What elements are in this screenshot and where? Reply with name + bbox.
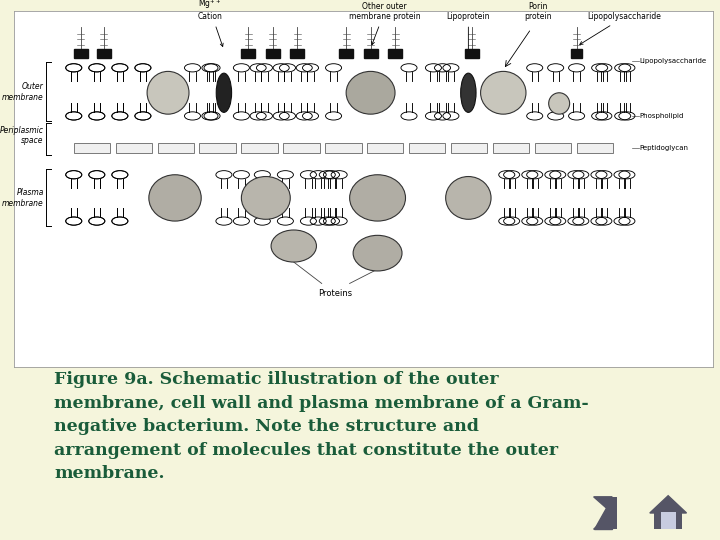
Bar [612, 497, 618, 529]
Bar [654, 512, 683, 529]
Text: Outer
membrane: Outer membrane [2, 82, 44, 102]
Text: Other outer
membrane protein: Other outer membrane protein [348, 2, 420, 45]
Bar [73, 49, 88, 58]
Bar [96, 49, 111, 58]
Bar [535, 143, 571, 153]
Text: Lipoprotein: Lipoprotein [446, 12, 490, 53]
Polygon shape [593, 497, 612, 513]
Bar [577, 143, 613, 153]
Text: Peptidoglycan: Peptidoglycan [639, 145, 688, 151]
Bar [571, 49, 582, 58]
Bar [325, 143, 361, 153]
Text: Porin
protein: Porin protein [524, 2, 552, 22]
Ellipse shape [480, 71, 526, 114]
Ellipse shape [353, 235, 402, 271]
Ellipse shape [216, 73, 232, 112]
Polygon shape [593, 497, 612, 529]
Bar [266, 49, 280, 58]
Bar [283, 143, 320, 153]
Bar [116, 143, 152, 153]
Bar [199, 143, 235, 153]
Ellipse shape [350, 175, 405, 221]
Ellipse shape [147, 71, 189, 114]
Ellipse shape [549, 93, 570, 114]
Ellipse shape [149, 175, 201, 221]
Text: Periplasmic
space: Periplasmic space [0, 126, 44, 145]
Ellipse shape [271, 230, 317, 262]
Bar [492, 143, 529, 153]
Text: Figure 9a. Schematic illustration of the outer
membrane, cell wall and plasma me: Figure 9a. Schematic illustration of the… [54, 371, 589, 482]
Text: Lipopolysaccharide: Lipopolysaccharide [639, 58, 706, 64]
Bar [661, 512, 676, 529]
Ellipse shape [241, 177, 290, 219]
Text: Plasma
membrane: Plasma membrane [2, 188, 44, 207]
Bar [367, 143, 403, 153]
Bar [409, 143, 445, 153]
Text: Phospholipid: Phospholipid [639, 113, 684, 119]
Bar [241, 143, 278, 153]
Bar [290, 49, 305, 58]
Polygon shape [649, 496, 687, 513]
Bar [73, 143, 110, 153]
Bar [241, 49, 256, 58]
Bar [339, 49, 353, 58]
Polygon shape [593, 513, 612, 529]
Text: Proteins: Proteins [319, 289, 353, 298]
Bar [158, 143, 194, 153]
Bar [364, 49, 377, 58]
Bar [465, 49, 479, 58]
Text: Mg$^{++}$
Cation: Mg$^{++}$ Cation [197, 0, 223, 46]
Ellipse shape [446, 177, 491, 219]
Bar [388, 49, 402, 58]
Bar [451, 143, 487, 153]
Ellipse shape [461, 73, 476, 112]
Text: Lipopolysaccharide: Lipopolysaccharide [580, 12, 661, 44]
Ellipse shape [346, 71, 395, 114]
